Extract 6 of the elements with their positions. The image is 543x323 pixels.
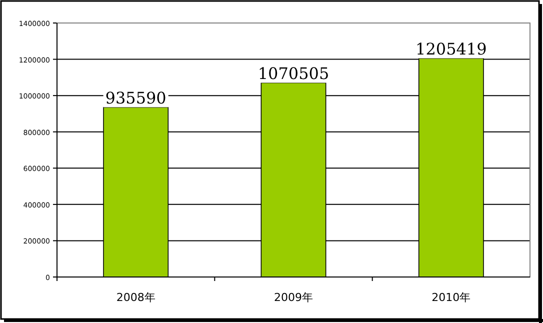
data-label: 1070505 [258,64,330,83]
x-tick-label: 2010年 [432,291,471,304]
x-tick-label: 2008年 [116,291,156,304]
x-tick-label: 2009年 [274,291,313,304]
data-label: 1205419 [416,39,487,58]
data-label: 935590 [105,88,166,108]
